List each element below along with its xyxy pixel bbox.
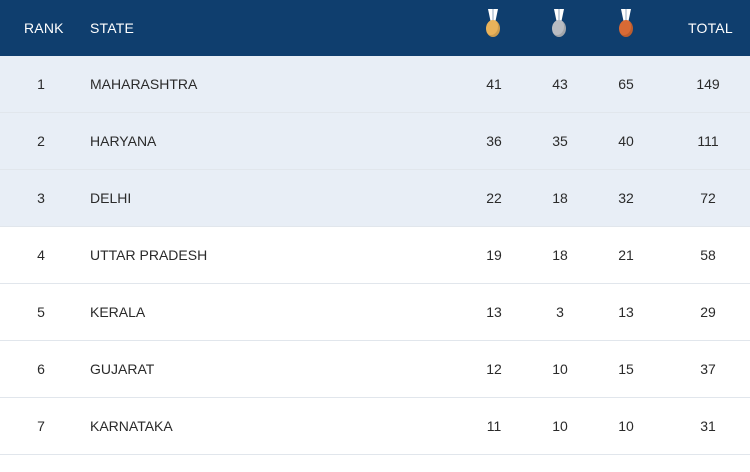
rank-cell: 3 bbox=[37, 190, 45, 206]
table-row: 2 HARYANA 36 35 40 111 bbox=[0, 113, 750, 170]
total-count-cell: 72 bbox=[700, 190, 716, 206]
gold-count-cell: 13 bbox=[486, 304, 502, 320]
rank-cell: 5 bbox=[37, 304, 45, 320]
bronze-count-cell: 40 bbox=[618, 133, 634, 149]
table-header: RANK STATE TOTAL bbox=[0, 0, 750, 56]
state-cell: HARYANA bbox=[90, 133, 157, 149]
table-row: 4 UTTAR PRADESH 19 18 21 58 bbox=[0, 227, 750, 284]
total-count-cell: 31 bbox=[700, 418, 716, 434]
gold-count-cell: 41 bbox=[486, 76, 502, 92]
bronze-count-cell: 32 bbox=[618, 190, 634, 206]
total-count-cell: 37 bbox=[700, 361, 716, 377]
table-row: 7 KARNATAKA 11 10 10 31 bbox=[0, 398, 750, 455]
silver-count-cell: 18 bbox=[552, 247, 568, 263]
rank-cell: 7 bbox=[37, 418, 45, 434]
state-column-header: STATE bbox=[90, 20, 135, 36]
gold-count-cell: 22 bbox=[486, 190, 502, 206]
rank-cell: 4 bbox=[37, 247, 45, 263]
bronze-count-cell: 15 bbox=[618, 361, 634, 377]
total-count-cell: 149 bbox=[696, 76, 720, 92]
silver-count-cell: 10 bbox=[552, 418, 568, 434]
silver-count-cell: 18 bbox=[552, 190, 568, 206]
gold-count-cell: 12 bbox=[486, 361, 502, 377]
state-cell: UTTAR PRADESH bbox=[90, 247, 208, 263]
bronze-count-cell: 10 bbox=[618, 418, 634, 434]
bronze-count-cell: 13 bbox=[618, 304, 634, 320]
total-count-cell: 58 bbox=[700, 247, 716, 263]
silver-count-cell: 35 bbox=[552, 133, 568, 149]
total-column-header: TOTAL bbox=[688, 20, 733, 36]
state-cell: MAHARASHTRA bbox=[90, 76, 198, 92]
silver-count-cell: 3 bbox=[556, 304, 564, 320]
gold-medal-icon bbox=[486, 9, 500, 41]
bronze-medal-icon bbox=[619, 9, 633, 41]
state-cell: DELHI bbox=[90, 190, 132, 206]
silver-count-cell: 10 bbox=[552, 361, 568, 377]
rank-cell: 6 bbox=[37, 361, 45, 377]
table-row: 6 GUJARAT 12 10 15 37 bbox=[0, 341, 750, 398]
total-count-cell: 111 bbox=[697, 133, 719, 149]
table-row: 3 DELHI 22 18 32 72 bbox=[0, 170, 750, 227]
state-cell: GUJARAT bbox=[90, 361, 155, 377]
total-count-cell: 29 bbox=[700, 304, 716, 320]
state-cell: KARNATAKA bbox=[90, 418, 173, 434]
table-row: 1 MAHARASHTRA 41 43 65 149 bbox=[0, 56, 750, 113]
rank-cell: 2 bbox=[37, 133, 45, 149]
gold-count-cell: 36 bbox=[486, 133, 502, 149]
table-row: 5 KERALA 13 3 13 29 bbox=[0, 284, 750, 341]
state-cell: KERALA bbox=[90, 304, 146, 320]
rank-cell: 1 bbox=[37, 76, 45, 92]
bronze-count-cell: 21 bbox=[618, 247, 634, 263]
silver-count-cell: 43 bbox=[552, 76, 568, 92]
gold-count-cell: 11 bbox=[486, 418, 502, 434]
bronze-count-cell: 65 bbox=[618, 76, 634, 92]
silver-medal-icon bbox=[552, 9, 566, 41]
rank-column-header: RANK bbox=[24, 20, 64, 36]
gold-count-cell: 19 bbox=[486, 247, 502, 263]
